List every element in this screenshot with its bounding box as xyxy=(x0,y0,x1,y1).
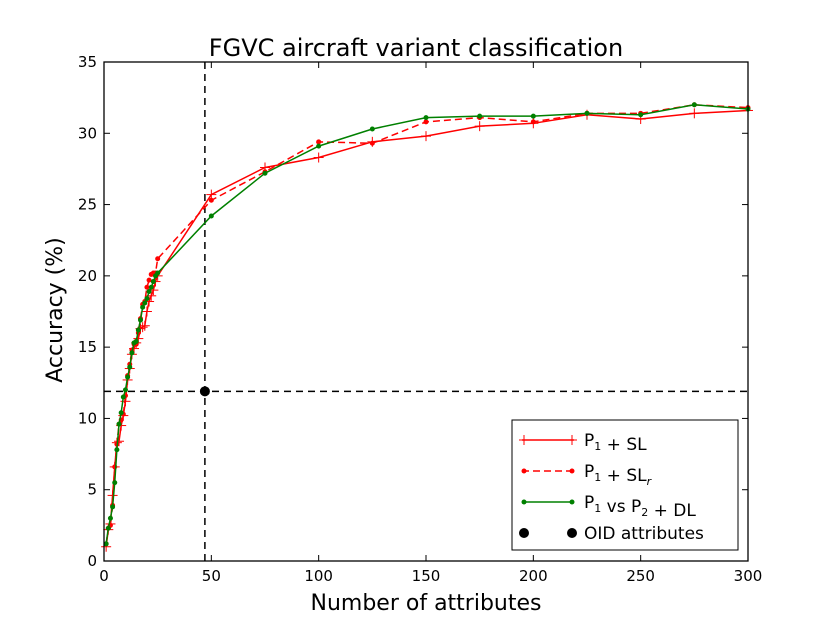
data-point xyxy=(105,525,111,531)
x-axis-label: Number of attributes xyxy=(311,591,542,616)
legend: P1 + SL P1 + SLr P1 vs P2 + DL OID attribut… xyxy=(511,419,739,551)
legend-label: P1 + SL xyxy=(584,431,647,455)
data-point xyxy=(691,102,697,108)
data-point-plus xyxy=(421,131,431,142)
data-point xyxy=(316,143,322,149)
legend-item-1: P1 + SLr xyxy=(521,462,653,488)
data-point xyxy=(155,256,161,262)
chart-title: FGVC aircraft variant classification xyxy=(209,34,623,62)
legend-box xyxy=(511,419,739,551)
data-point-plus xyxy=(313,152,324,163)
x-tick-label: 50 xyxy=(202,567,221,585)
y-tick-label: 25 xyxy=(78,196,97,214)
data-point xyxy=(144,284,150,290)
data-point xyxy=(125,374,131,380)
data-point-plus xyxy=(689,108,700,119)
legend-label: P1 vs P2 + DL xyxy=(584,493,696,521)
x-axis: 0 50 100 150 200 250 300 xyxy=(99,62,762,585)
data-point xyxy=(137,317,143,323)
data-point xyxy=(129,350,135,356)
data-point xyxy=(122,387,128,393)
data-point xyxy=(208,213,214,219)
y-axis: 0 5 10 15 20 25 30 35 xyxy=(78,53,748,570)
y-axis-label: Accuracy (%) xyxy=(43,237,68,383)
y-tick-label: 15 xyxy=(78,338,97,356)
x-tick-label: 200 xyxy=(519,567,548,585)
legend-item-3: OID attributes xyxy=(519,524,704,544)
data-point-plus xyxy=(474,121,485,132)
data-point xyxy=(316,139,322,145)
data-point xyxy=(107,515,113,521)
x-tick-label: 300 xyxy=(734,567,763,585)
x-tick-label: 250 xyxy=(626,567,655,585)
legend-label: P1 + SLr xyxy=(584,462,653,488)
data-point xyxy=(120,394,126,400)
data-point xyxy=(133,338,139,344)
data-point xyxy=(423,119,429,125)
x-tick-label: 0 xyxy=(99,567,109,585)
data-point xyxy=(135,327,141,333)
data-point xyxy=(146,289,152,295)
data-point xyxy=(155,270,161,276)
data-point xyxy=(146,277,152,283)
data-point xyxy=(584,110,590,116)
legend-item-2: P1 vs P2 + DL xyxy=(521,493,696,521)
data-point xyxy=(112,480,118,486)
y-tick-label: 35 xyxy=(78,53,97,71)
data-point xyxy=(110,504,116,510)
data-point xyxy=(638,112,644,118)
data-point xyxy=(369,126,375,132)
data-point xyxy=(530,119,536,125)
data-point xyxy=(150,279,156,285)
data-point xyxy=(140,304,146,310)
y-tick-label: 20 xyxy=(78,267,97,285)
oid-point xyxy=(199,386,210,397)
data-point xyxy=(369,140,375,146)
data-point xyxy=(144,296,150,302)
y-tick-label: 5 xyxy=(87,481,97,499)
data-point xyxy=(116,421,122,427)
legend-item-0: P1 + SL xyxy=(519,431,647,455)
data-point xyxy=(530,113,536,119)
series-2 xyxy=(103,102,751,547)
data-point xyxy=(477,113,483,119)
data-point xyxy=(148,284,154,290)
data-point xyxy=(114,447,120,453)
x-tick-label: 150 xyxy=(412,567,441,585)
y-tick-label: 10 xyxy=(78,409,97,427)
data-point-plus xyxy=(139,320,150,331)
data-point xyxy=(127,364,133,370)
data-point xyxy=(208,197,214,203)
data-point xyxy=(142,300,148,306)
data-point-plus xyxy=(141,306,152,317)
y-tick-label: 30 xyxy=(78,124,97,142)
x-tick-label: 100 xyxy=(304,567,333,585)
data-point xyxy=(423,115,429,121)
legend-label: OID attributes xyxy=(584,524,704,544)
series-3 xyxy=(199,386,210,397)
data-point xyxy=(262,170,268,176)
data-point xyxy=(118,410,124,416)
data-point xyxy=(103,541,109,547)
y-tick-label: 0 xyxy=(87,552,97,570)
